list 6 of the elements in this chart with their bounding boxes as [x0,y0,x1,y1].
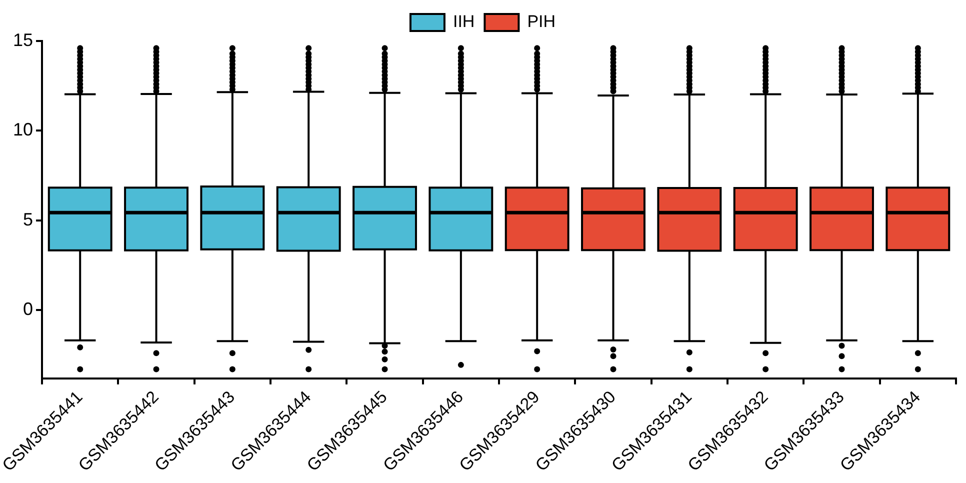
y-tick-label: 0 [23,299,34,320]
y-tick-label: 5 [23,209,34,230]
legend-label: PIH [527,12,556,32]
y-tick-label: 10 [12,120,34,140]
y-tick-label: 15 [12,30,34,50]
legend-label: IIH [452,12,475,32]
